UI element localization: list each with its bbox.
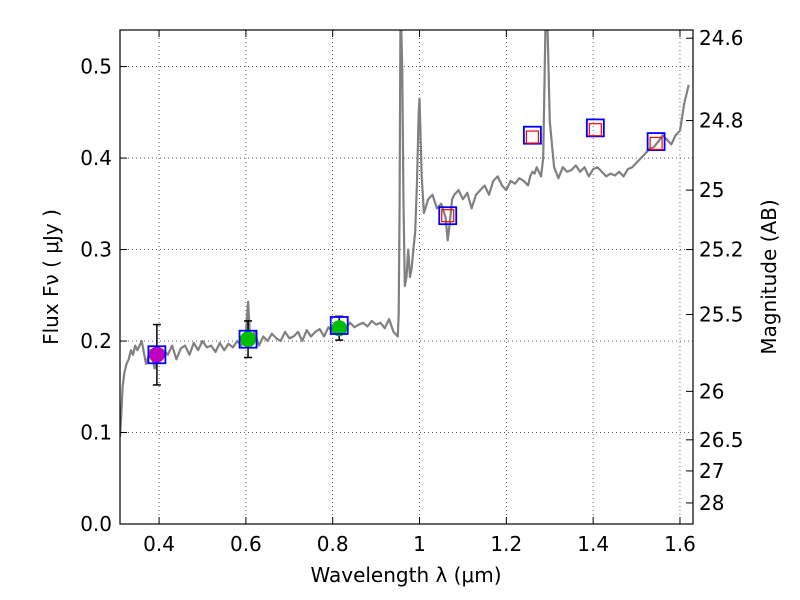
y-axis-right-label: Magnitude (AB) [757, 199, 781, 354]
model-box [522, 125, 542, 145]
y-tick-label: 0.0 [80, 512, 112, 536]
y-right-tick-label: 26.5 [699, 428, 744, 452]
open-point [588, 123, 602, 137]
y-tick-label: 0.4 [80, 146, 112, 170]
y-tick-label: 0.1 [80, 421, 112, 445]
axis-ticks: 0.4 0.6 0.8 1 1.2 1.4 1.6 0.0 0.1 0.2 0.3 0.4 0.5 24.… [80, 26, 743, 556]
open-point [525, 130, 539, 144]
y-right-tick-label: 24.6 [699, 26, 744, 50]
y-right-tick-label: 25 [699, 178, 724, 202]
y-tick-label: 0.3 [80, 238, 112, 262]
photometry-point [148, 346, 165, 363]
y-right-tick-label: 25.2 [699, 238, 744, 262]
model-box [585, 118, 605, 138]
x-tick-label: 0.4 [143, 532, 175, 556]
y-right-tick-label: 26 [699, 379, 724, 403]
plot-frame [119, 29, 694, 525]
x-tick-label: 1.4 [577, 532, 609, 556]
open-point [649, 136, 663, 151]
spectrum-line [120, 30, 690, 438]
y-right-tick-label: 28 [699, 491, 724, 515]
y-right-tick-label: 27 [699, 459, 724, 483]
y-axis-label: Flux Fν ( μJy ) [39, 209, 63, 345]
x-axis-label: Wavelength λ (μm) [310, 563, 501, 587]
x-tick-label: 0.8 [317, 532, 349, 556]
model-box [238, 329, 258, 349]
y-tick-label: 0.5 [80, 55, 112, 79]
x-tick-label: 0.6 [230, 532, 262, 556]
open-point [441, 209, 455, 223]
photometry-point [331, 320, 348, 337]
y-right-tick-label: 24.8 [699, 109, 744, 133]
x-tick-label: 1 [413, 532, 426, 556]
y-tick-label: 0.2 [80, 329, 112, 353]
photometry-layer [147, 118, 666, 386]
photometry-point [240, 331, 257, 348]
model-box [438, 206, 458, 226]
x-tick-label: 1.2 [490, 532, 522, 556]
model-box [329, 316, 349, 335]
model-box [646, 132, 666, 152]
spectrum-layer [120, 30, 690, 438]
y-right-tick-label: 25.5 [699, 303, 744, 327]
x-tick-label: 1.6 [664, 532, 696, 556]
model-box [147, 345, 167, 365]
